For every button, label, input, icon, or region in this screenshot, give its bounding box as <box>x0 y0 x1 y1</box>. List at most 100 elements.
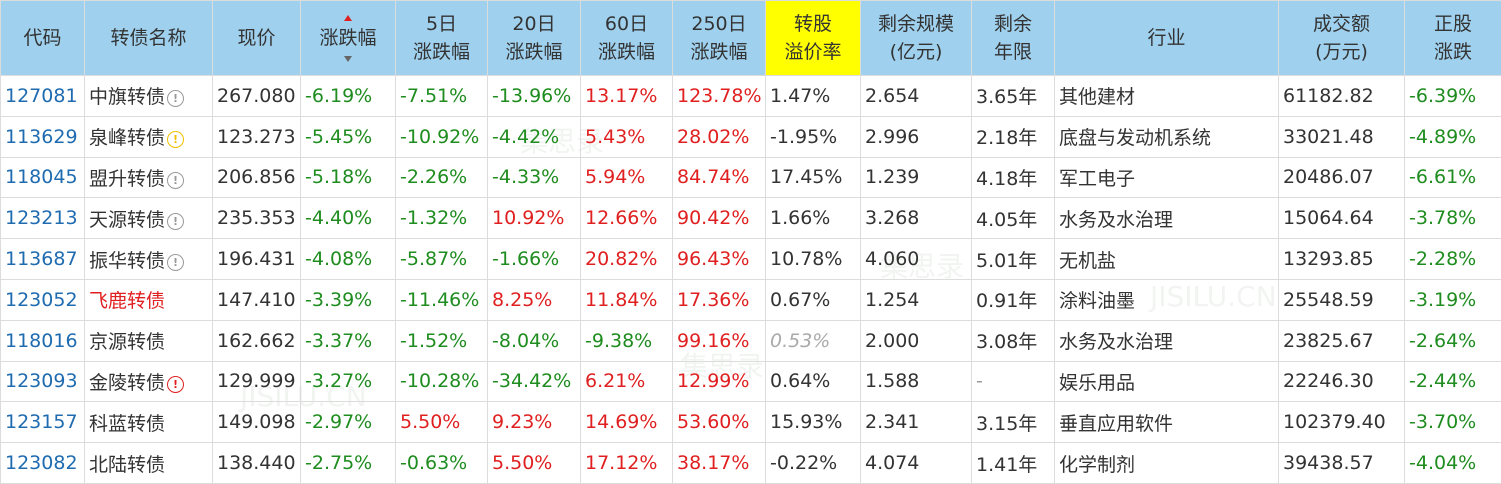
col-header-turnover[interactable]: 成交额(万元) <box>1279 1 1405 76</box>
col-header-20d[interactable]: 20日涨跌幅 <box>488 1 581 76</box>
col-header-code[interactable]: 代码 <box>1 1 85 76</box>
industry-cell: 水务及水治理 <box>1055 320 1279 361</box>
bond-name-cell[interactable]: 京源转债 <box>85 320 213 361</box>
change-5d-cell: -1.32% <box>396 198 488 239</box>
bond-name[interactable]: 科蓝转债 <box>89 413 165 435</box>
change-5d-cell: -10.28% <box>396 361 488 402</box>
change-250d-cell: 17.36% <box>673 279 766 320</box>
stock-change-cell: -6.61% <box>1405 157 1501 198</box>
info-icon[interactable]: ! <box>167 254 184 271</box>
turnover-cell: 15064.64 <box>1279 198 1405 239</box>
industry-cell: 底盘与发动机系统 <box>1055 116 1279 157</box>
change-60d-cell: 11.84% <box>581 279 673 320</box>
change-250d-cell: 90.42% <box>673 198 766 239</box>
bond-name-cell[interactable]: 金陵转债! <box>85 361 213 402</box>
col-header-60d[interactable]: 60日涨跌幅 <box>581 1 673 76</box>
bond-code-link[interactable]: 123052 <box>1 279 85 320</box>
bond-code-link[interactable]: 123157 <box>1 402 85 443</box>
price-cell: 138.440 <box>213 443 301 484</box>
bond-name-cell[interactable]: 盟升转债! <box>85 157 213 198</box>
info-icon[interactable]: ! <box>167 131 184 148</box>
info-icon[interactable]: ! <box>167 90 184 107</box>
bond-name[interactable]: 中旗转债 <box>89 86 165 108</box>
change-250d-cell: 84.74% <box>673 157 766 198</box>
col-header-premium[interactable]: 转股溢价率 <box>766 1 861 76</box>
change-cell: -5.18% <box>301 157 396 198</box>
col-header-name[interactable]: 转债名称 <box>85 1 213 76</box>
stock-change-cell: -3.78% <box>1405 198 1501 239</box>
price-cell: 235.353 <box>213 198 301 239</box>
remaining-size-cell: 3.268 <box>861 198 972 239</box>
bond-code-link[interactable]: 123213 <box>1 198 85 239</box>
bond-code-link[interactable]: 118016 <box>1 320 85 361</box>
stock-change-cell: -4.04% <box>1405 443 1501 484</box>
bond-code-link[interactable]: 113687 <box>1 239 85 280</box>
change-20d-cell: 8.25% <box>488 279 581 320</box>
bond-name-cell[interactable]: 北陆转债 <box>85 443 213 484</box>
bond-name-cell[interactable]: 天源转债! <box>85 198 213 239</box>
change-60d-cell: 12.66% <box>581 198 673 239</box>
bond-name-cell[interactable]: 泉峰转债! <box>85 116 213 157</box>
industry-cell: 涂料油墨 <box>1055 279 1279 320</box>
bond-name-cell[interactable]: 飞鹿转债 <box>85 279 213 320</box>
bond-name[interactable]: 泉峰转债 <box>89 127 165 149</box>
bond-code-link[interactable]: 123082 <box>1 443 85 484</box>
premium-cell: 1.66% <box>766 198 861 239</box>
bond-code-link[interactable]: 127081 <box>1 76 85 117</box>
change-cell: -2.97% <box>301 402 396 443</box>
info-icon[interactable]: ! <box>167 172 184 189</box>
bond-name[interactable]: 金陵转债 <box>89 372 165 394</box>
change-60d-cell: 13.17% <box>581 76 673 117</box>
premium-cell: 0.64% <box>766 361 861 402</box>
info-icon[interactable]: ! <box>167 376 184 393</box>
bond-name[interactable]: 北陆转债 <box>89 454 165 476</box>
col-header-5d[interactable]: 5日涨跌幅 <box>396 1 488 76</box>
turnover-cell: 61182.82 <box>1279 76 1405 117</box>
price-cell: 196.431 <box>213 239 301 280</box>
col-header-price[interactable]: 现价 <box>213 1 301 76</box>
info-icon[interactable]: ! <box>167 213 184 230</box>
bond-name[interactable]: 盟升转债 <box>89 168 165 190</box>
bond-code-link[interactable]: 118045 <box>1 157 85 198</box>
bond-name[interactable]: 飞鹿转债 <box>89 290 165 312</box>
col-header-size[interactable]: 剩余规模(亿元) <box>861 1 972 76</box>
col-header-250d[interactable]: 250日涨跌幅 <box>673 1 766 76</box>
col-header-industry[interactable]: 行业 <box>1055 1 1279 76</box>
remaining-years-cell: 2.18年 <box>972 116 1055 157</box>
remaining-years-cell: 0.91年 <box>972 279 1055 320</box>
col-header-years[interactable]: 剩余年限 <box>972 1 1055 76</box>
change-20d-cell: 10.92% <box>488 198 581 239</box>
change-60d-cell: 5.94% <box>581 157 673 198</box>
price-cell: 129.999 <box>213 361 301 402</box>
change-250d-cell: 99.16% <box>673 320 766 361</box>
bond-code-link[interactable]: 123093 <box>1 361 85 402</box>
bond-name[interactable]: 振华转债 <box>89 250 165 272</box>
premium-cell: -0.22% <box>766 443 861 484</box>
col-header-change[interactable]: 涨跌幅 <box>301 1 396 76</box>
col-header-stock-change[interactable]: 正股涨跌 <box>1405 1 1501 76</box>
bond-code-link[interactable]: 113629 <box>1 116 85 157</box>
bond-name-cell[interactable]: 中旗转债! <box>85 76 213 117</box>
bond-name-cell[interactable]: 科蓝转债 <box>85 402 213 443</box>
premium-cell: 0.67% <box>766 279 861 320</box>
bond-name[interactable]: 京源转债 <box>89 331 165 353</box>
remaining-size-cell: 2.341 <box>861 402 972 443</box>
industry-cell: 化学制剂 <box>1055 443 1279 484</box>
turnover-cell: 33021.48 <box>1279 116 1405 157</box>
bond-name[interactable]: 天源转债 <box>89 209 165 231</box>
change-cell: -3.37% <box>301 320 396 361</box>
remaining-size-cell: 4.060 <box>861 239 972 280</box>
stock-change-cell: -2.28% <box>1405 239 1501 280</box>
sort-asc-icon <box>344 15 352 21</box>
bond-name-cell[interactable]: 振华转债! <box>85 239 213 280</box>
